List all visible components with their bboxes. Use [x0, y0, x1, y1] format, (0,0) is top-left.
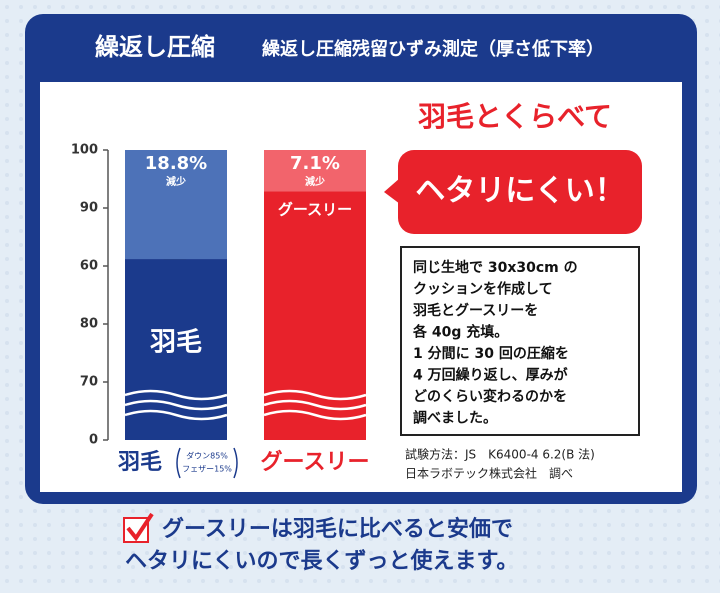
description-line: クッションを作成して	[413, 281, 553, 298]
y-tick-label: 0	[89, 433, 98, 448]
description-line: 各 40g 充填。	[412, 324, 508, 341]
reduction-label: 減少	[305, 175, 325, 188]
category-note: ダウン85%	[186, 451, 228, 461]
conclusion-line: ヘタリにくいので長くずっと使えます。	[125, 549, 518, 574]
x-tick-label: グースリー	[261, 449, 370, 475]
conclusion-line: グースリーは羽毛に比べると安価で	[162, 516, 513, 542]
bracket	[176, 447, 238, 479]
y-tick-label: 80	[80, 317, 98, 332]
description-line: 4 万回繰り返し、厚みが	[413, 367, 569, 384]
value-label: 18.8%	[145, 153, 207, 174]
bar-name: 羽毛	[150, 328, 202, 358]
reduction-label: 減少	[166, 175, 186, 188]
title: 繰返し圧縮	[95, 33, 215, 61]
y-tick-label: 100	[71, 143, 98, 158]
value-label: 7.1%	[290, 153, 340, 174]
description-line: 調べました。	[413, 410, 497, 427]
callout-pointer	[384, 178, 400, 204]
category-note: フェザー15%	[182, 465, 232, 474]
check	[126, 512, 154, 542]
headline: 羽毛とくらべて	[418, 100, 612, 133]
description-line: 同じ生地で 30x30cm の	[413, 259, 578, 276]
callout: ヘタリにくい！	[415, 174, 624, 209]
description-line: 羽毛とグースリーを	[413, 302, 538, 319]
description-line: 1 分間に 30 回の圧縮を	[413, 345, 569, 362]
bar-reduction	[264, 150, 366, 192]
footnote-line: 日本ラボテック株式会社 調べ	[405, 466, 573, 481]
bar-reduction	[125, 150, 227, 260]
checkbox	[123, 517, 149, 543]
wave	[263, 409, 367, 421]
wave	[263, 399, 367, 411]
x-tick-label: 羽毛	[118, 450, 162, 475]
description-box	[400, 246, 640, 436]
subtitle: 繰返し圧縮残留ひずみ測定（厚さ低下率）	[262, 38, 604, 60]
wave	[263, 389, 367, 401]
wave	[124, 389, 228, 401]
y-tick-label: 70	[80, 375, 98, 390]
wave	[124, 409, 228, 421]
description-line: どのくらい変わるのかを	[413, 388, 567, 405]
y-tick-label: 60	[80, 259, 98, 274]
callout-bubble	[398, 150, 642, 234]
bar-remaining	[125, 259, 227, 440]
bar-name: グースリー	[278, 201, 352, 219]
footnote-line: 試験方法：JS K6400-4 6.2(B 法)	[405, 447, 595, 462]
wave	[124, 399, 228, 411]
y-tick-label: 90	[80, 201, 98, 216]
